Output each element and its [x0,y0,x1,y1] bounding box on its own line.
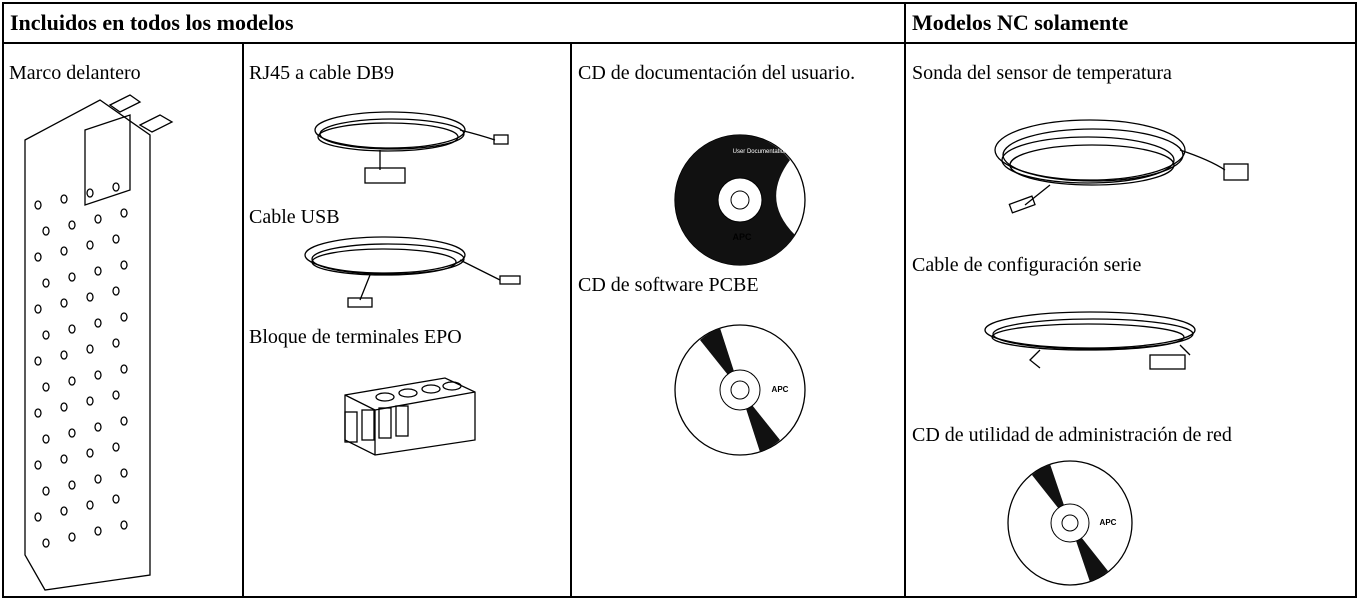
bezel-hole [112,442,120,452]
bezel-hole [68,376,76,386]
header-cell: Incluidos en todos los modelos [10,10,294,35]
bezel-hole [112,234,120,244]
bezel-hole [94,474,102,484]
bezel-hole [86,500,94,510]
bezel-hole [120,416,128,426]
front-bezel-drawing [24,94,174,591]
item-label: Marco delantero [9,62,141,84]
bezel-hole [120,208,128,218]
item-label: Bloque de terminales EPO [249,326,462,348]
bezel-hole [60,246,68,256]
bezel-hole [34,304,42,314]
bezel-hole [60,350,68,360]
cd-network-drawing: APC [1007,460,1133,586]
bezel-hole [120,468,128,478]
bezel-hole [120,312,128,322]
bezel-hole [42,538,50,548]
item-label: RJ45 a cable DB9 [249,62,394,84]
bezel-hole [42,278,50,288]
bezel-hole [42,382,50,392]
bezel-hole [34,252,42,262]
bezel-hole [86,240,94,250]
serial-cable-drawing [984,311,1196,370]
bezel-hole [68,324,76,334]
bezel-hole [34,356,42,366]
bezel-hole [68,272,76,282]
bezel-hole [112,182,120,192]
bezel-hole [120,520,128,530]
bezel-hole [68,428,76,438]
bezel-hole [112,286,120,296]
bezel-hole [34,512,42,522]
bezel-hole [34,408,42,418]
bezel-hole [112,390,120,400]
usb-cable-drawing [304,236,521,308]
bezel-hole [112,338,120,348]
brand-logo: APC [772,385,789,394]
epo-terminal-drawing [344,377,476,456]
bezel-hole [94,526,102,536]
bezel-hole [112,494,120,504]
bezel-hole [60,454,68,464]
bezel-hole [68,220,76,230]
bezel-hole [94,422,102,432]
item-label: CD de documentación del usuario. [578,62,856,84]
bezel-hole [94,318,102,328]
cd-user-doc-drawing: User Documentation APC [674,134,806,266]
bezel-hole [94,370,102,380]
bezel-hole [60,506,68,516]
item-label: Cable de configuración serie [912,254,1142,276]
item-label: CD de utilidad de administración de red [912,424,1232,446]
cd-label: User Documentation [733,149,788,155]
bezel-hole [60,298,68,308]
rj45-cable-drawing [314,111,509,184]
bezel-hole [68,480,76,490]
bezel-hole [42,434,50,444]
bezel-hole [34,200,42,210]
bezel-hole [42,486,50,496]
bezel-hole [120,260,128,270]
item-label: CD de software PCBE [578,274,759,296]
bezel-hole [60,402,68,412]
bezel-hole [86,396,94,406]
bezel-hole [86,344,94,354]
bezel-hole [94,266,102,276]
bezel-hole [42,330,50,340]
item-label: Cable USB [249,206,340,228]
brand-logo: APC [732,232,752,242]
item-label: Sonda del sensor de temperatura [912,62,1172,84]
cd-pcbe-drawing: APC [674,324,806,456]
header-cell: Modelos NC solamente [912,10,1129,35]
bezel-hole [94,214,102,224]
bezel-hole [120,364,128,374]
bezel-hole [86,292,94,302]
bezel-hole [86,448,94,458]
bezel-hole [34,460,42,470]
bezel-hole [60,194,68,204]
brand-logo: APC [1100,518,1117,527]
bezel-hole [42,226,50,236]
bezel-hole [86,188,94,198]
bezel-hole [68,532,76,542]
temp-probe-drawing [994,119,1249,214]
